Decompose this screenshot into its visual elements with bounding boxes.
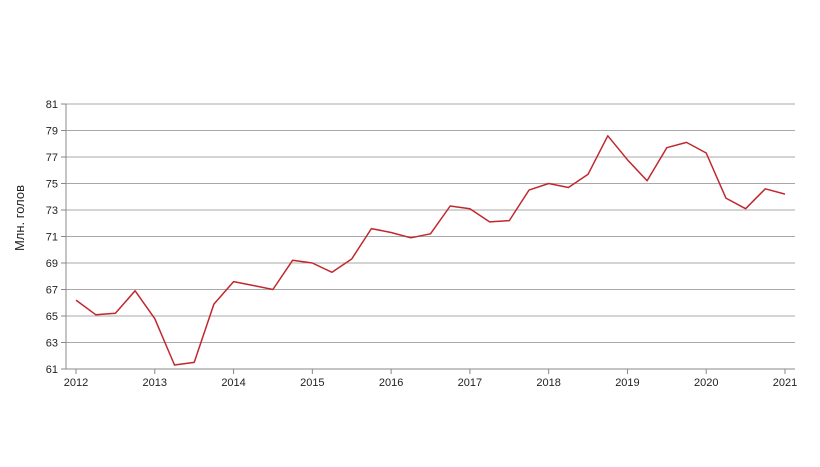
y-tick-label: 73 — [46, 205, 58, 217]
y-tick-label: 69 — [46, 258, 58, 270]
y-tick-label: 67 — [46, 285, 58, 297]
x-tick-label: 2016 — [379, 377, 403, 389]
series-line — [75, 135, 786, 366]
y-tick-label: 71 — [46, 232, 58, 244]
y-tick-label: 65 — [46, 311, 58, 323]
x-tick-label: 2018 — [536, 377, 560, 389]
y-tick-label: 75 — [46, 179, 58, 191]
tick-labels: 61 63 65 67 69 71 73 75 77 79 81 2012 2013 2014 2015 20… — [46, 99, 797, 389]
x-tick-label: 2012 — [64, 377, 88, 389]
x-tick-label: 2021 — [773, 377, 797, 389]
x-tick-label: 2017 — [458, 377, 482, 389]
series — [75, 135, 786, 366]
axes — [61, 103, 795, 374]
y-axis-title: Млн. голов — [12, 185, 27, 251]
y-tick-label: 79 — [46, 126, 58, 138]
x-tick-label: 2019 — [615, 377, 639, 389]
y-tick-label: 77 — [46, 152, 58, 164]
y-tick-label: 63 — [46, 338, 58, 350]
y-tick-label: 61 — [46, 364, 58, 376]
y-tick-label: 81 — [46, 99, 58, 111]
gridlines — [66, 103, 795, 343]
x-tick-label: 2020 — [694, 377, 718, 389]
x-tick-label: 2013 — [143, 377, 167, 389]
x-tick-label: 2014 — [221, 377, 245, 389]
x-tick-label: 2015 — [300, 377, 324, 389]
